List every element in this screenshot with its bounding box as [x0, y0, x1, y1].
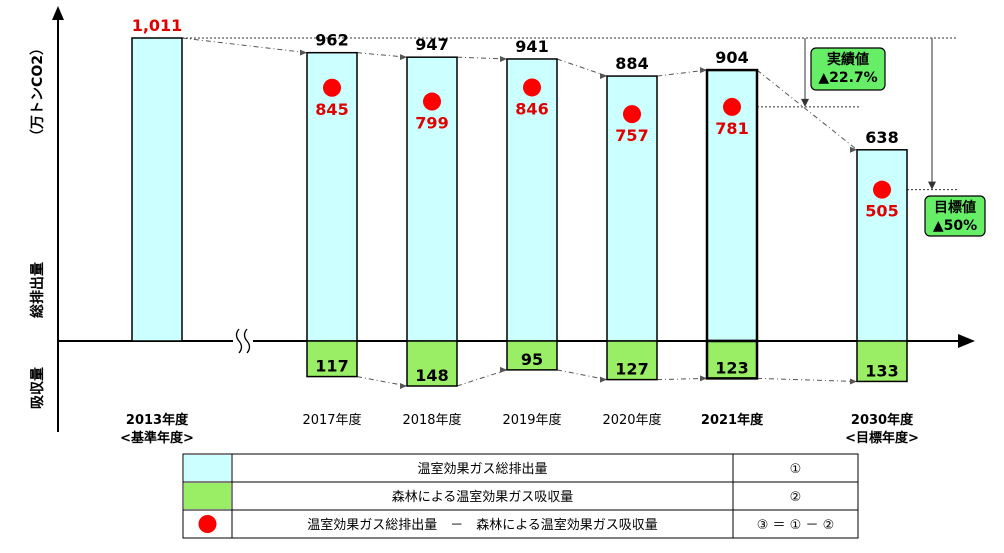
emission-value-label: 941 [515, 37, 548, 56]
absorption-arrowhead [500, 366, 507, 373]
net-emission-label: 757 [615, 126, 648, 145]
category-label: 2018年度 [402, 412, 461, 428]
emission-value-label: 947 [415, 35, 448, 54]
absorption-connector-line [356, 376, 408, 387]
legend-key: ② [790, 490, 802, 505]
legend-swatch-emission [184, 455, 231, 481]
trend-connector-line [456, 56, 508, 60]
absorption-value-label: 95 [521, 350, 543, 369]
category-sublabel: <目標年度> [845, 430, 919, 446]
trend-arrowhead [500, 55, 507, 62]
absorption-connector-line [456, 369, 508, 387]
trend-arrowhead [850, 146, 857, 153]
emission-value-label: 638 [865, 128, 898, 147]
category-label: 2013年度 [126, 412, 189, 428]
absorption-bar [406, 340, 458, 387]
trend-connector-line [181, 37, 308, 54]
absorption-value-label: 148 [415, 366, 448, 385]
net-emission-label: 846 [515, 99, 548, 118]
net-emission-label: 845 [315, 100, 348, 119]
emission-bar [506, 58, 558, 342]
axis-break-mark [243, 328, 251, 354]
legend-swatch-absorption [184, 483, 231, 509]
trend-connector-line [656, 69, 708, 77]
net-emission-label: 799 [415, 114, 448, 133]
legend-key: ① [790, 462, 802, 477]
absorption-connector-line [556, 369, 608, 381]
trend-arrowhead [300, 49, 307, 56]
callout-percent: ▲22.7% [818, 70, 877, 86]
absorption-arrowhead [850, 378, 857, 385]
absorption-arrowhead [400, 383, 407, 389]
net-emission-label: 781 [715, 119, 748, 138]
category-label: 2030年度 [851, 412, 914, 428]
absorption-bar [506, 340, 558, 371]
callout-title: 実績値 [827, 51, 869, 68]
net-emission-marker [873, 180, 891, 199]
net-emission-marker [723, 97, 741, 116]
y-axis-arrow [52, 6, 64, 20]
reduction-callout-box [810, 47, 886, 91]
absorption-connector-line [756, 377, 858, 382]
absorption-connector-line [656, 377, 708, 381]
net-emission-marker [523, 78, 541, 97]
net-emission-marker [323, 78, 341, 97]
emission-value-label: 904 [715, 48, 748, 67]
emission-value-label: 962 [315, 31, 348, 50]
trend-connector-line [356, 52, 408, 58]
y-axis-label: （万トンCO2） [30, 41, 46, 143]
axis-break-mark [235, 328, 243, 354]
absorption-value-label: 117 [315, 357, 348, 376]
net-emission-marker [623, 105, 641, 124]
absorption-value-label: 133 [865, 361, 898, 380]
reduction-callout-box [924, 195, 986, 237]
trend-arrowhead [600, 73, 607, 80]
y-axis-label: 吸収量 [29, 367, 46, 409]
actual-reduction-arrowhead [801, 98, 809, 107]
trend-arrowhead [400, 54, 407, 61]
absorption-bar [856, 340, 908, 383]
trend-connector-line [756, 69, 858, 151]
legend-label: 森林による温室効果ガス吸収量 [392, 489, 574, 505]
emission-value-label: 884 [615, 54, 648, 73]
emission-bar [856, 149, 908, 342]
legend-swatch-dot [198, 515, 217, 533]
absorption-arrowhead [600, 376, 607, 383]
absorption-value-label: 123 [715, 358, 748, 377]
absorption-arrowhead [700, 375, 707, 382]
category-label: 2021年度 [701, 412, 764, 428]
emission-bar [306, 51, 358, 342]
target-reduction-arrowhead [928, 181, 936, 190]
x-axis-arrow [958, 334, 975, 348]
callout-title: 目標値 [934, 199, 976, 216]
legend-table [182, 453, 859, 539]
legend-key: ③ ＝ ① － ② [757, 518, 835, 533]
emission-bar [131, 37, 183, 342]
callout-percent: ▲50% [933, 218, 977, 234]
absorption-bar [705, 339, 759, 380]
category-label: 2019年度 [502, 412, 561, 428]
axis-break-gap [233, 330, 253, 352]
emission-value-label: 1,011 [132, 16, 183, 35]
legend-label: 温室効果ガス総排出量 － 森林による温室効果ガス吸収量 [307, 517, 658, 533]
net-emission-marker [423, 92, 441, 111]
legend-label: 温室効果ガス総排出量 [417, 461, 547, 477]
category-label: 2017年度 [302, 412, 361, 428]
absorption-value-label: 127 [615, 360, 648, 379]
trend-arrowhead [700, 67, 707, 74]
category-label: 2020年度 [602, 412, 661, 428]
y-axis-label: 総排出量 [29, 262, 46, 318]
net-emission-label: 505 [865, 202, 898, 221]
trend-connector-line [556, 58, 608, 77]
category-sublabel: <基準年度> [120, 430, 194, 446]
absorption-bar [606, 340, 658, 381]
absorption-bar [306, 340, 358, 378]
